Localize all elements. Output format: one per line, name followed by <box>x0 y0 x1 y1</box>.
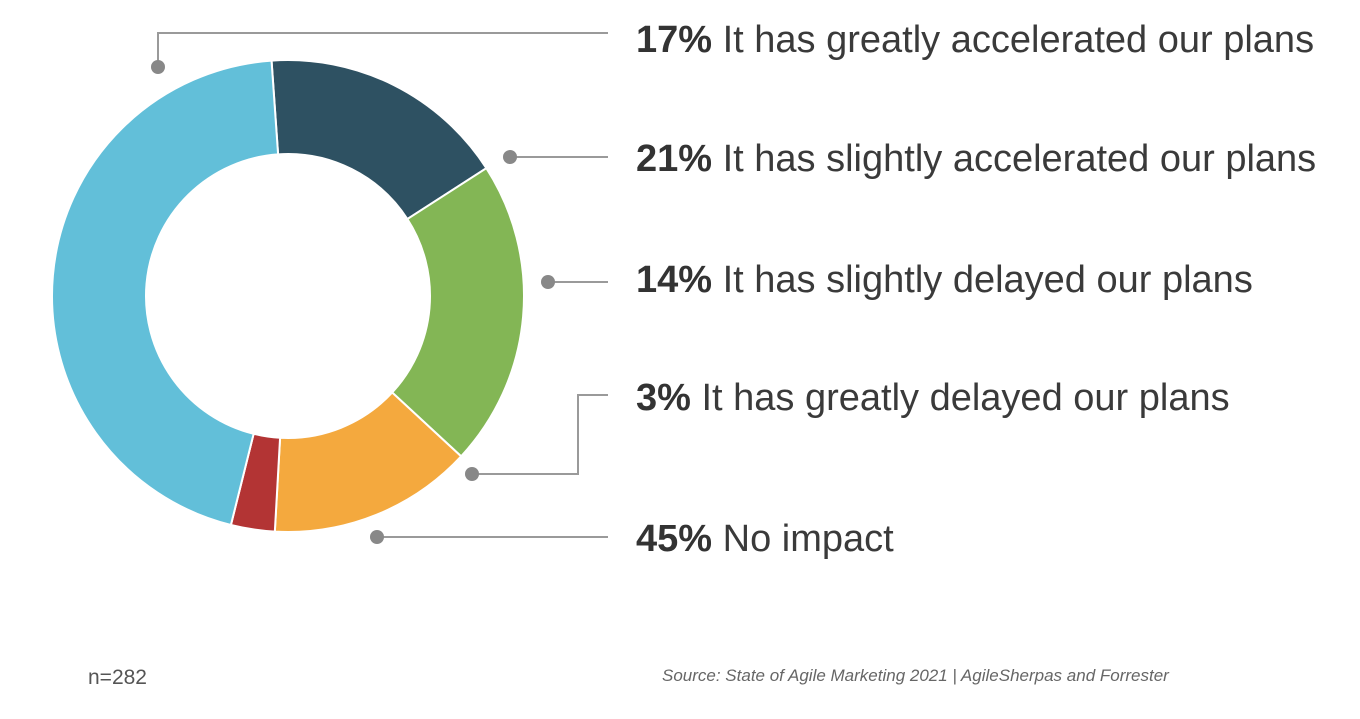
leader-line-4 <box>472 394 608 475</box>
leader-dot-2 <box>503 150 517 164</box>
slice-label-value: 17% <box>636 19 712 61</box>
sample-size-note: n=282 <box>88 666 147 689</box>
slice-label-category: It has slightly accelerated our plans <box>712 138 1316 180</box>
donut-slice-5 <box>51 59 280 527</box>
leader-lines <box>151 32 608 544</box>
leader-dot-3 <box>541 275 555 289</box>
slice-label-value: 45% <box>636 518 712 560</box>
slice-label-value: 3% <box>636 377 691 419</box>
leader-dot-1 <box>151 60 165 74</box>
slice-label-category: It has slightly delayed our plans <box>712 259 1253 301</box>
donut-slices <box>51 59 525 533</box>
donut-slice-2 <box>390 166 525 458</box>
slice-label-4: 3% It has greatly delayed our plans <box>636 377 1230 419</box>
slice-label-2: 21% It has slightly accelerated our plan… <box>636 138 1316 180</box>
leader-dot-4 <box>465 467 479 481</box>
slice-label-1: 17% It has greatly accelerated our plans <box>636 19 1314 61</box>
slice-labels: 17% It has greatly accelerated our plans… <box>636 19 1316 560</box>
slice-label-category: No impact <box>712 518 894 560</box>
leader-dot-5 <box>370 530 384 544</box>
leader-line-1 <box>157 32 608 67</box>
source-note: Source: State of Agile Marketing 2021 | … <box>662 666 1169 685</box>
slice-label-category: It has greatly accelerated our plans <box>712 19 1314 61</box>
slice-label-category: It has greatly delayed our plans <box>691 377 1230 419</box>
slice-label-3: 14% It has slightly delayed our plans <box>636 259 1253 301</box>
slice-label-5: 45% No impact <box>636 518 894 560</box>
slice-label-value: 14% <box>636 259 712 301</box>
slice-label-value: 21% <box>636 138 712 180</box>
